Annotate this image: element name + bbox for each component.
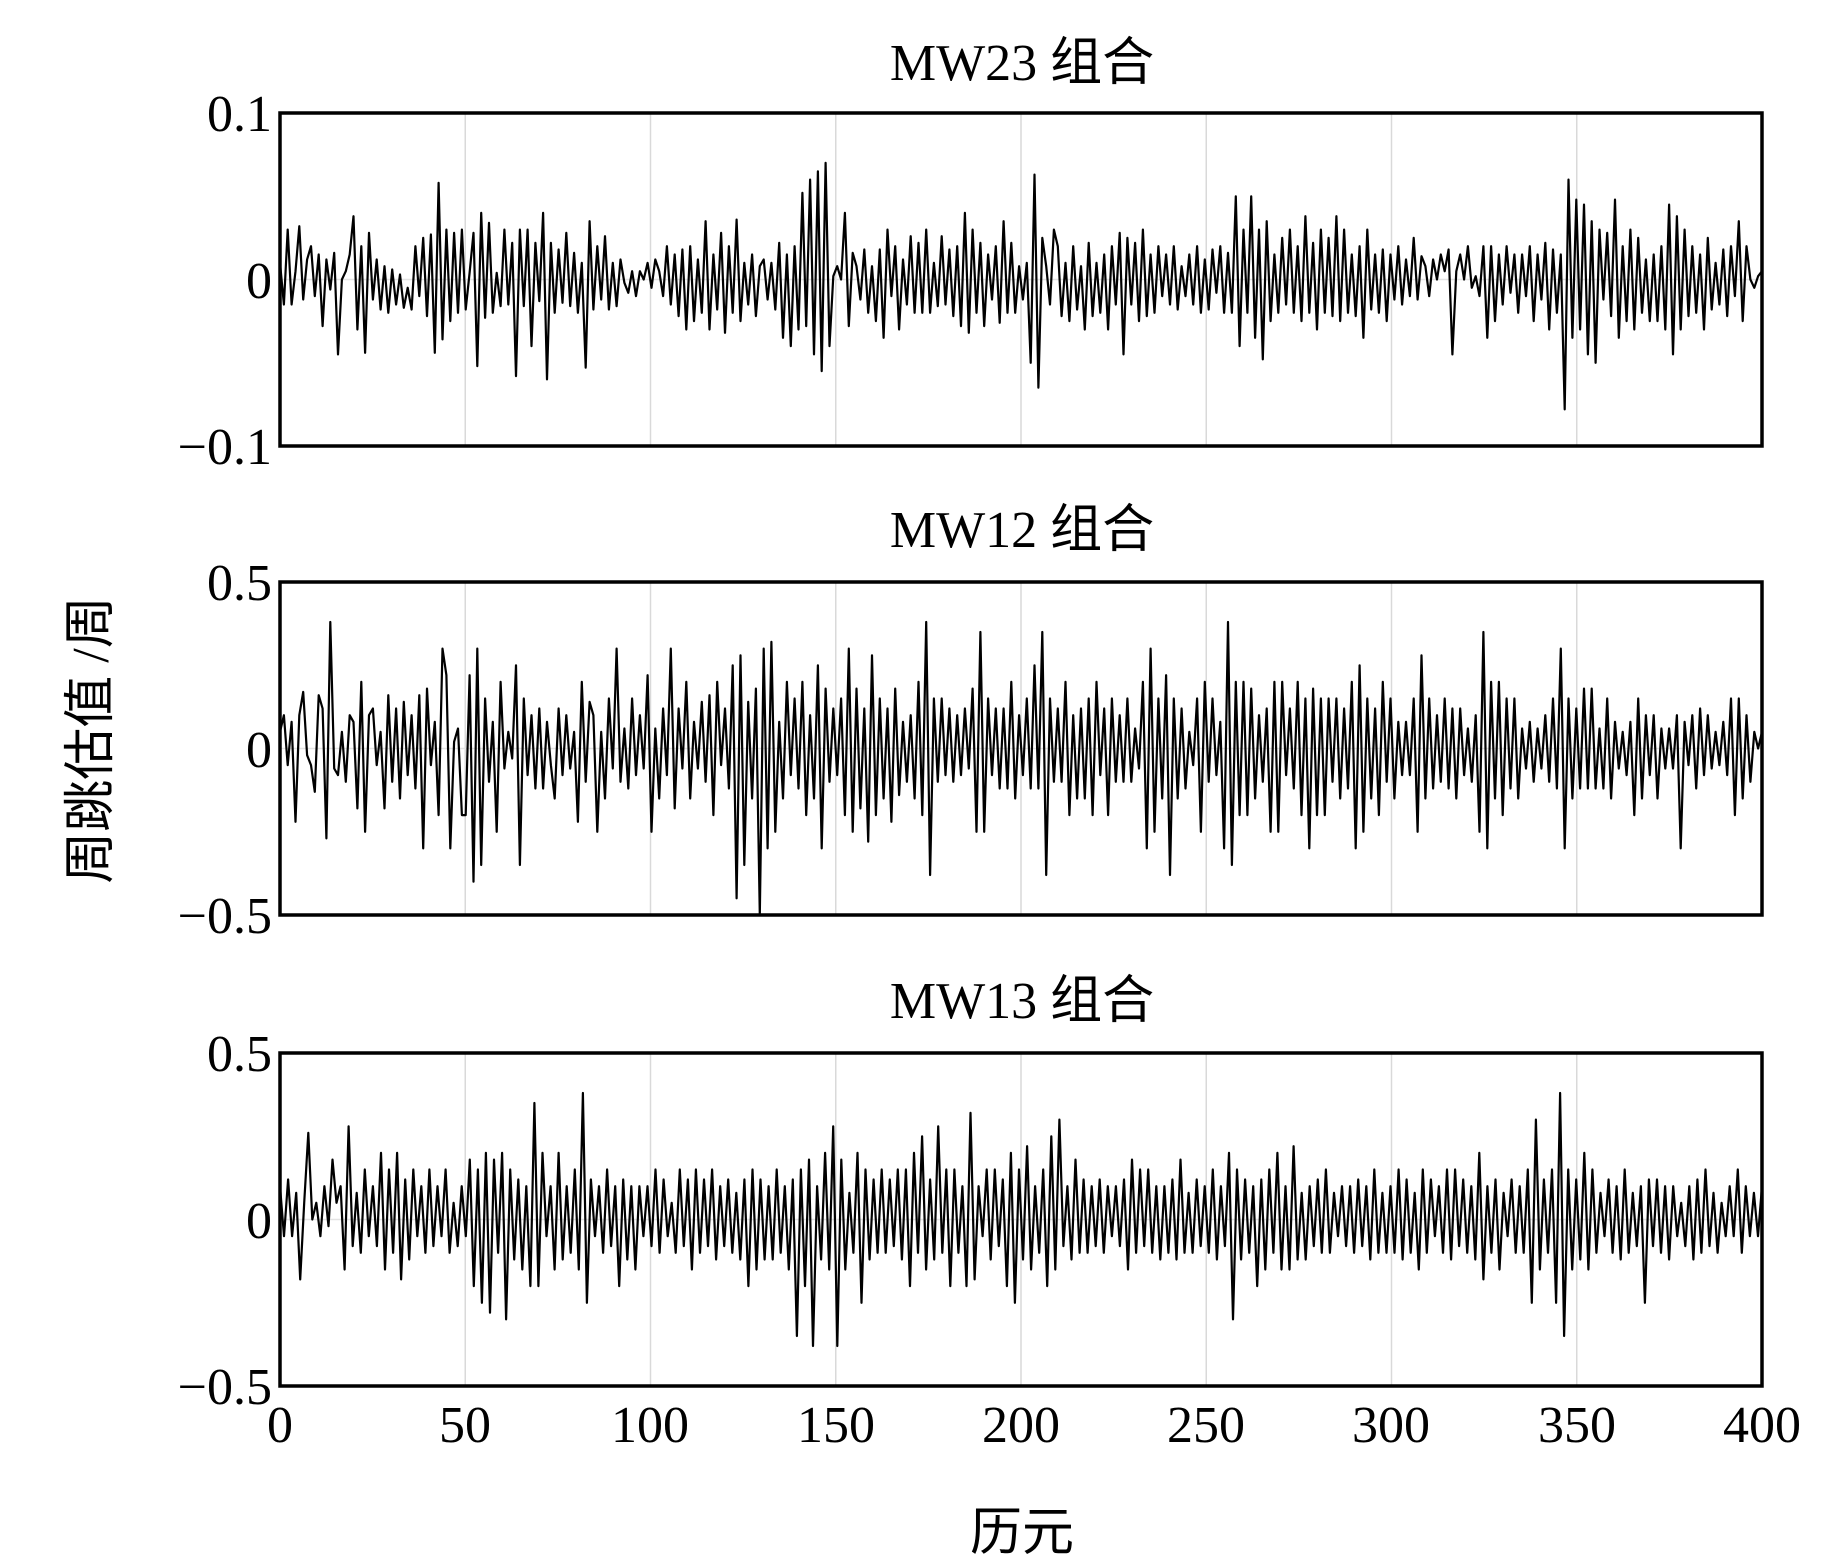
- panel-title: MW12 组合: [890, 502, 1154, 559]
- plot-frame: [278, 580, 1764, 917]
- y-tick-label-top: 0.5: [207, 555, 272, 612]
- x-tick-label-400: 400: [1723, 1397, 1801, 1454]
- series-line: [278, 620, 1764, 917]
- y-tick-label-zero: 0: [246, 253, 272, 310]
- y-tick-label-top: 0.1: [207, 86, 272, 143]
- x-tick-labels: 0 50 100 150 200 250 300 350 400: [267, 1397, 1801, 1454]
- y-tick-label-bottom: −0.5: [178, 1359, 272, 1416]
- plot-frame: [278, 111, 1764, 448]
- x-tick-label-300: 300: [1352, 1397, 1430, 1454]
- y-tick-label-bottom: −0.1: [178, 419, 272, 476]
- series-line: [278, 161, 1763, 411]
- x-tick-label-250: 250: [1167, 1397, 1245, 1454]
- panel-title: MW13 组合: [890, 973, 1154, 1030]
- x-tick-label-200: 200: [982, 1397, 1060, 1454]
- y-tick-label-top: 0.5: [207, 1026, 272, 1083]
- x-tick-label-350: 350: [1538, 1397, 1616, 1454]
- y-tick-label-zero: 0: [246, 1193, 272, 1250]
- y-axis-label: 周跳估值 /周: [63, 596, 120, 883]
- y-tick-label-zero: 0: [246, 722, 272, 779]
- x-tick-label-100: 100: [611, 1397, 689, 1454]
- series-line: [278, 1091, 1764, 1348]
- panel-mw13: MW13 组合 0.5 0 −0.5: [178, 973, 1764, 1416]
- y-tick-label-bottom: −0.5: [178, 888, 272, 945]
- x-axis-label: 历元: [970, 1505, 1074, 1559]
- panel-mw23: MW23 组合 0.1 0 −0.1: [178, 35, 1764, 476]
- panel-title: MW23 组合: [890, 35, 1154, 92]
- panel-mw12: MW12 组合 0.5 0 −0.5: [178, 502, 1764, 945]
- x-tick-label-150: 150: [797, 1397, 875, 1454]
- x-tick-label-50: 50: [439, 1397, 491, 1454]
- x-tick-label-0: 0: [267, 1397, 293, 1454]
- plot-frame: [278, 1051, 1764, 1388]
